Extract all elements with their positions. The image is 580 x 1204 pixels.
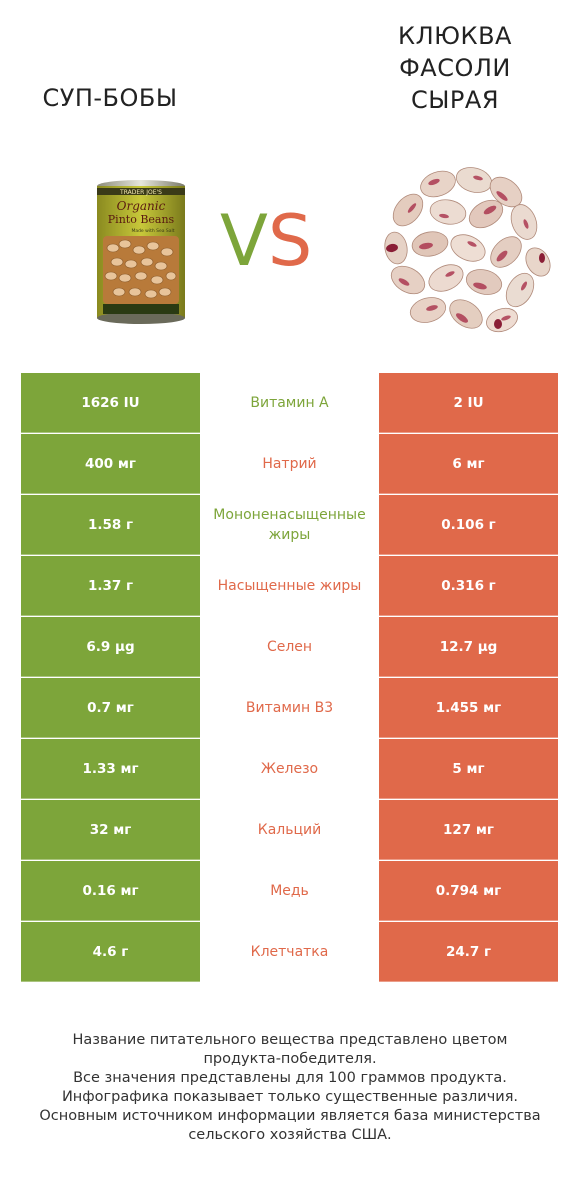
nutrient-name: Мононенасыщенные жиры [200, 495, 379, 555]
left-value: 32 мг [21, 800, 200, 860]
right-value: 1.455 мг [379, 678, 558, 738]
left-value: 6.9 µg [21, 617, 200, 677]
right-value: 127 мг [379, 800, 558, 860]
nutrient-name: Натрий [200, 434, 379, 494]
table-row: 400 мг Натрий 6 мг [21, 434, 558, 495]
footer-line: сельского хозяйства США. [188, 1127, 392, 1143]
right-value: 2 IU [379, 373, 558, 433]
pinto-beans-can-image: TRADER JOE'S Organic Pinto Beans Made wi… [95, 178, 187, 328]
nutrient-name: Медь [200, 861, 379, 921]
nutrient-name: Селен [200, 617, 379, 677]
right-value: 0.316 г [379, 556, 558, 616]
table-row: 1.37 г Насыщенные жиры 0.316 г [21, 556, 558, 617]
left-value: 1.37 г [21, 556, 200, 616]
right-value: 0.106 г [379, 495, 558, 555]
footer-notes: Название питательного вещества представл… [0, 1031, 580, 1145]
right-value: 24.7 г [379, 922, 558, 982]
left-value: 1.33 мг [21, 739, 200, 799]
table-row: 32 мг Кальций 127 мг [21, 800, 558, 861]
can-brand-text: TRADER JOE'S [119, 189, 162, 196]
left-value: 0.16 мг [21, 861, 200, 921]
table-row: 1.58 г Мононенасыщенные жиры 0.106 г [21, 495, 558, 556]
nutrient-name: Клетчатка [200, 922, 379, 982]
table-row: 0.16 мг Медь 0.794 мг [21, 861, 558, 922]
nutrient-name: Кальций [200, 800, 379, 860]
left-value: 1.58 г [21, 495, 200, 555]
can-line1-text: Organic [117, 199, 166, 213]
nutrient-name: Витамин B3 [200, 678, 379, 738]
right-product-title: КЛЮКВА ФАСОЛИ СЫРАЯ [398, 22, 512, 114]
left-value: 1626 IU [21, 373, 200, 433]
left-value: 0.7 мг [21, 678, 200, 738]
footer-line: Основным источником информации является … [39, 1108, 541, 1124]
footer-line: Все значения представлены для 100 граммо… [73, 1070, 507, 1086]
table-row: 1.33 мг Железо 5 мг [21, 739, 558, 800]
left-product-title: СУП-БОБЫ [42, 84, 178, 112]
versus-s: S [267, 200, 313, 282]
table-row: 4.6 г Клетчатка 24.7 г [21, 922, 558, 983]
right-value: 5 мг [379, 739, 558, 799]
right-value: 6 мг [379, 434, 558, 494]
versus-label: VS [220, 196, 312, 286]
right-value: 12.7 µg [379, 617, 558, 677]
versus-v: V [220, 200, 268, 282]
table-row: 6.9 µg Селен 12.7 µg [21, 617, 558, 678]
table-row: 0.7 мг Витамин B3 1.455 мг [21, 678, 558, 739]
left-value: 400 мг [21, 434, 200, 494]
nutrient-name: Витамин A [200, 373, 379, 433]
can-line3-text: Made with Sea Salt [131, 228, 174, 234]
can-line2-text: Pinto Beans [108, 213, 175, 226]
nutrient-name: Железо [200, 739, 379, 799]
footer-line: продукта-победителя. [203, 1051, 377, 1067]
nutrient-name: Насыщенные жиры [200, 556, 379, 616]
footer-line: Инфографика показывает только существенн… [61, 1089, 519, 1105]
left-value: 4.6 г [21, 922, 200, 982]
cranberry-beans-image [378, 162, 556, 340]
footer-line: Название питательного вещества представл… [72, 1032, 508, 1048]
right-value: 0.794 мг [379, 861, 558, 921]
